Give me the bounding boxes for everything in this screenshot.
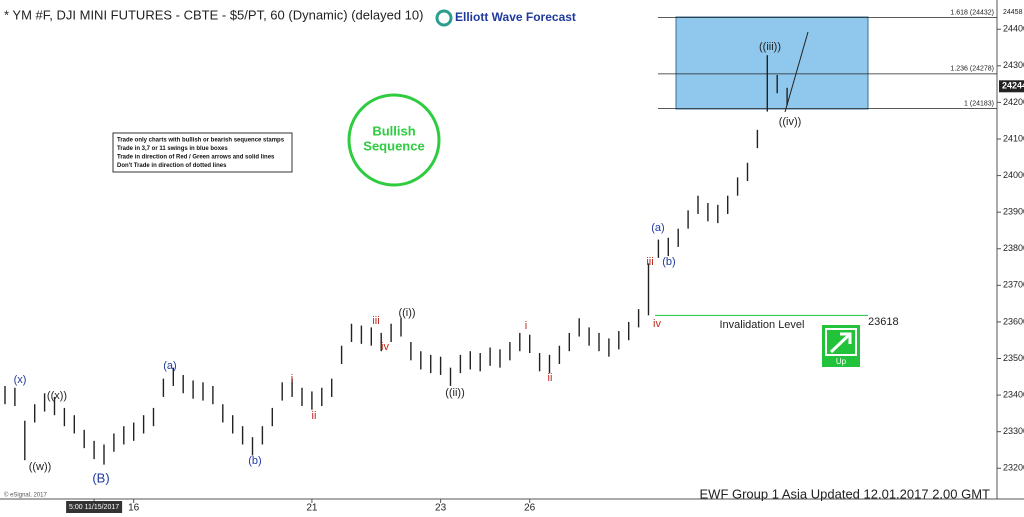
wave-label: (a): [651, 222, 664, 234]
fib-label: 1 (24183): [964, 100, 994, 107]
invalidation-text: Invalidation Level: [719, 319, 804, 331]
footer: EWF Group 1 Asia Updated 12.01.2017 2.00…: [700, 486, 991, 501]
x-tick-label: 23: [435, 503, 447, 514]
copyright: © eSignal, 2017: [4, 492, 47, 499]
y-tick-label: 23300: [1003, 426, 1024, 436]
y-tick-label: 24200: [1003, 97, 1024, 107]
wave-label: ((iii)): [759, 41, 781, 53]
wave-label: (b): [248, 455, 261, 467]
y-tick-label: 23900: [1003, 207, 1024, 217]
last-price-label: 24244: [1002, 81, 1024, 91]
wave-label: iv: [653, 318, 661, 330]
projection-line: [784, 31, 809, 113]
wave-label: (x): [14, 374, 27, 386]
rule-text: Trade only charts with bullish or bearis…: [117, 138, 285, 144]
y-tick-label: 23700: [1003, 280, 1024, 290]
y-tick-label: 23500: [1003, 353, 1024, 363]
chart-title: * YM #F, DJI MINI FUTURES - CBTE - $5/PT…: [4, 7, 423, 22]
wave-label: ((x)): [47, 390, 67, 402]
y-tick-label: 24100: [1003, 133, 1024, 143]
up-arrow: [829, 332, 852, 354]
y-tick-label: 24300: [1003, 60, 1024, 70]
fib-box: [675, 16, 869, 110]
y-tick-label: 23800: [1003, 243, 1024, 253]
x-tick-label: 5:00 11/15/2017: [69, 504, 119, 511]
brand-logo: [435, 9, 453, 27]
y-tick-label: 24400: [1003, 24, 1024, 34]
up-arrow-frame: [825, 328, 857, 356]
up-arrow-box: [822, 325, 860, 367]
brand: Elliott Wave Forecast: [455, 10, 576, 24]
bullish-stamp: [347, 93, 441, 187]
stamp-text: Sequence: [363, 138, 424, 153]
y-tick-label: 24000: [1003, 170, 1024, 180]
rule-text: Trade in 3,7 or 11 swings in blue boxes: [117, 146, 228, 152]
invalidation-value: 23618: [868, 316, 899, 328]
wave-label: ((w)): [29, 461, 52, 473]
y-top-label: 24458: [1003, 9, 1023, 16]
wave-label: iv: [381, 341, 389, 353]
last-price-box: [999, 80, 1024, 93]
wave-label: ((iv)): [779, 116, 802, 128]
rule-text: Don't Trade in direction of dotted lines: [117, 163, 227, 169]
wave-label: ii: [548, 372, 553, 384]
wave-label: ((ii)): [445, 387, 465, 399]
arrow-label: Up: [836, 357, 847, 366]
y-tick-label: 23600: [1003, 316, 1024, 326]
rules-box: [112, 132, 293, 173]
wave-label: ((i)): [398, 307, 415, 319]
x-tick-label: 21: [306, 503, 318, 514]
x-tick-label: 16: [128, 503, 140, 514]
wave-label: (b): [662, 256, 675, 268]
wave-label: ii: [312, 410, 317, 422]
stamp-text: Bullish: [372, 123, 415, 138]
rule-text: Trade in direction of Red / Green arrows…: [117, 155, 275, 161]
wave-label: i: [525, 320, 527, 332]
wave-label: (B): [92, 470, 109, 485]
x-cursor-box: [66, 501, 123, 513]
wave-label: i: [291, 373, 293, 385]
y-tick-label: 23200: [1003, 463, 1024, 473]
x-tick-label: 26: [524, 503, 536, 514]
fib-label: 1.236 (24278): [950, 66, 994, 73]
wave-label: (a): [163, 360, 176, 372]
y-tick-label: 23400: [1003, 389, 1024, 399]
wave-label: iii: [646, 256, 653, 268]
wave-label: iii: [372, 315, 379, 327]
fib-label: 1.618 (24432): [950, 9, 994, 16]
